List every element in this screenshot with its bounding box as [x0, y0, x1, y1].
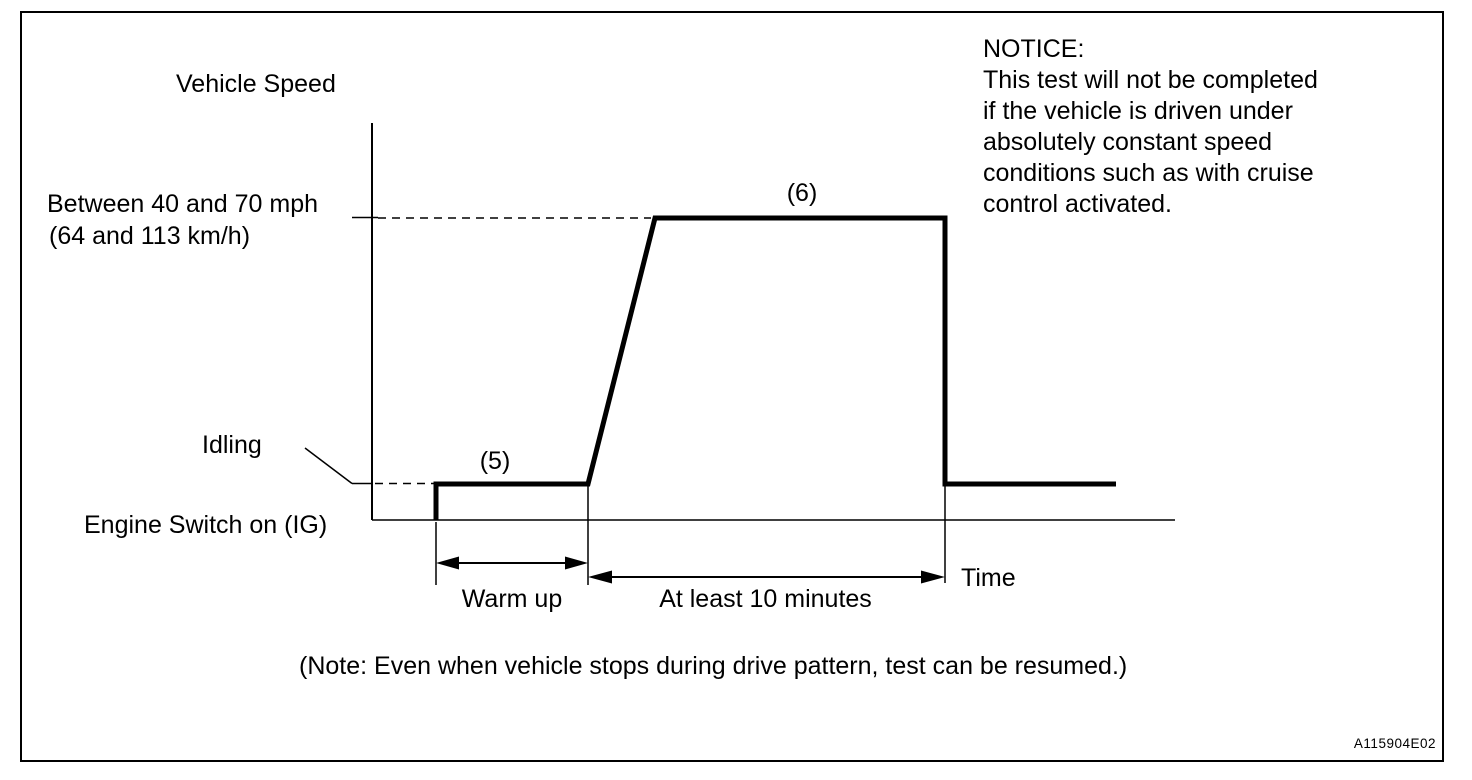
x-axis-title: Time — [961, 564, 1016, 592]
speed-profile-line — [433, 215, 1116, 520]
y-axis-title: Vehicle Speed — [176, 70, 336, 98]
notice-line: absolutely constant speed — [983, 128, 1273, 156]
warm-up-label: Warm up — [461, 585, 563, 613]
duration-arrow — [588, 570, 945, 584]
step6-label: (6) — [786, 179, 818, 207]
notice-line: control activated. — [983, 190, 1172, 218]
idling-label: Idling — [202, 431, 262, 459]
warm-up-arrow — [436, 556, 588, 570]
duration-label: At least 10 minutes — [659, 585, 872, 613]
notice-line: conditions such as with cruise — [983, 159, 1314, 187]
speed-band-label-line2: (64 and 113 km/h) — [49, 222, 251, 250]
engine-switch-label: Engine Switch on (IG) — [84, 511, 328, 539]
notice-line: if the vehicle is driven under — [983, 97, 1293, 125]
step5-label: (5) — [479, 447, 511, 475]
figure-code: A115904E02 — [1353, 736, 1436, 751]
figure-border — [20, 11, 1444, 762]
notice-line: This test will not be completed — [983, 66, 1318, 94]
speed-band-label-line1: Between 40 and 70 mph — [47, 190, 319, 218]
notice-block: NOTICE: This test will not be completed … — [983, 34, 1318, 220]
notice-title: NOTICE: — [983, 35, 1085, 63]
idling-pointer-line — [304, 447, 353, 485]
footnote: (Note: Even when vehicle stops during dr… — [299, 652, 1128, 680]
